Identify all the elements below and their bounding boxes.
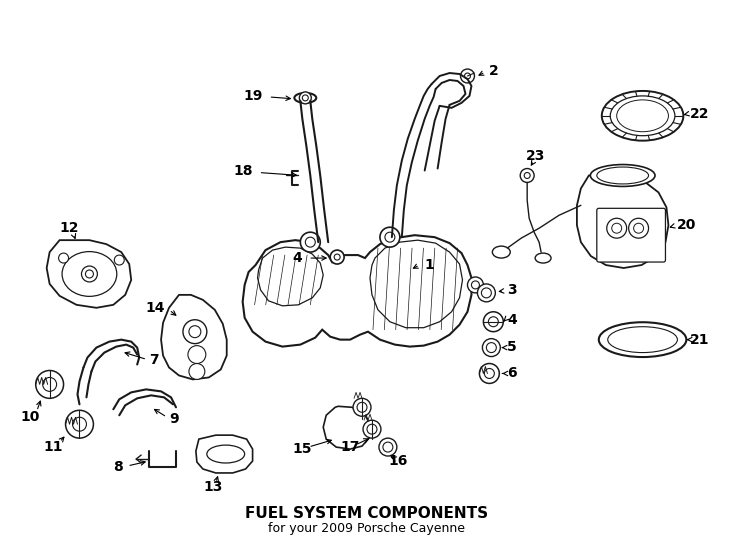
- Circle shape: [484, 368, 494, 379]
- Circle shape: [65, 410, 93, 438]
- Text: 1: 1: [425, 258, 435, 272]
- Circle shape: [81, 266, 98, 282]
- Circle shape: [353, 399, 371, 416]
- Text: 20: 20: [677, 218, 696, 232]
- Text: 4: 4: [293, 251, 302, 265]
- Circle shape: [334, 254, 340, 260]
- FancyBboxPatch shape: [597, 208, 666, 262]
- Text: FUEL SYSTEM COMPONENTS: FUEL SYSTEM COMPONENTS: [245, 506, 489, 521]
- Circle shape: [628, 218, 649, 238]
- Text: 22: 22: [691, 107, 710, 121]
- Ellipse shape: [599, 322, 686, 357]
- Circle shape: [330, 250, 344, 264]
- Polygon shape: [47, 240, 131, 308]
- Text: 5: 5: [507, 340, 517, 354]
- Text: 21: 21: [691, 333, 710, 347]
- Text: 10: 10: [20, 410, 40, 424]
- Text: 15: 15: [293, 442, 312, 456]
- Circle shape: [357, 402, 367, 412]
- Circle shape: [59, 253, 68, 263]
- Circle shape: [385, 232, 395, 242]
- Circle shape: [85, 270, 93, 278]
- Text: 7: 7: [149, 353, 159, 367]
- Circle shape: [183, 320, 207, 343]
- Circle shape: [363, 420, 381, 438]
- Text: for your 2009 Porsche Cayenne: for your 2009 Porsche Cayenne: [269, 522, 465, 535]
- Polygon shape: [577, 174, 669, 268]
- Circle shape: [305, 237, 316, 247]
- Text: 2: 2: [490, 64, 499, 78]
- Circle shape: [465, 73, 470, 79]
- Circle shape: [468, 277, 484, 293]
- Circle shape: [188, 346, 206, 363]
- Circle shape: [379, 438, 397, 456]
- Text: 6: 6: [507, 367, 517, 381]
- Circle shape: [367, 424, 377, 434]
- Text: 16: 16: [388, 454, 407, 468]
- Circle shape: [477, 284, 495, 302]
- Circle shape: [484, 312, 504, 332]
- Circle shape: [380, 227, 400, 247]
- Circle shape: [520, 168, 534, 183]
- Circle shape: [115, 255, 124, 265]
- Ellipse shape: [493, 246, 510, 258]
- Circle shape: [302, 95, 308, 101]
- Circle shape: [299, 92, 311, 104]
- Circle shape: [383, 442, 393, 452]
- Text: 3: 3: [507, 283, 517, 297]
- Text: 13: 13: [203, 480, 222, 494]
- Circle shape: [607, 218, 627, 238]
- Circle shape: [479, 363, 499, 383]
- Circle shape: [488, 317, 498, 327]
- Text: 4: 4: [507, 313, 517, 327]
- Circle shape: [482, 288, 491, 298]
- Circle shape: [524, 172, 530, 179]
- Circle shape: [471, 281, 479, 289]
- Circle shape: [611, 223, 622, 233]
- Circle shape: [189, 363, 205, 380]
- Text: 11: 11: [44, 440, 63, 454]
- Text: 12: 12: [59, 221, 79, 235]
- Circle shape: [36, 370, 64, 399]
- Circle shape: [633, 223, 644, 233]
- Text: 14: 14: [145, 301, 165, 315]
- Polygon shape: [323, 406, 370, 449]
- Ellipse shape: [590, 165, 655, 186]
- Circle shape: [300, 232, 320, 252]
- Ellipse shape: [294, 93, 316, 103]
- Polygon shape: [196, 435, 252, 473]
- Circle shape: [43, 377, 57, 392]
- Text: 18: 18: [233, 164, 252, 178]
- Ellipse shape: [535, 253, 551, 263]
- Text: 9: 9: [169, 412, 178, 426]
- Text: 19: 19: [243, 89, 263, 103]
- Text: 23: 23: [526, 148, 545, 163]
- Circle shape: [487, 342, 496, 353]
- Polygon shape: [161, 295, 227, 380]
- Circle shape: [482, 339, 501, 356]
- Circle shape: [73, 417, 87, 431]
- Circle shape: [460, 69, 474, 83]
- Text: 17: 17: [341, 440, 360, 454]
- Text: 8: 8: [114, 460, 123, 474]
- Ellipse shape: [602, 91, 683, 140]
- Circle shape: [189, 326, 201, 338]
- Polygon shape: [243, 235, 471, 347]
